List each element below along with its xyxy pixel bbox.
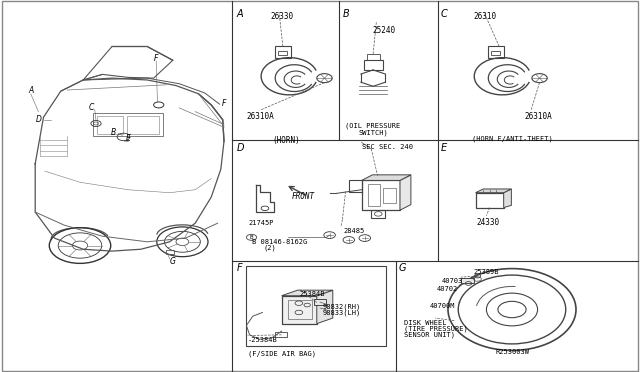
Bar <box>97 116 123 134</box>
Text: (HORN): (HORN) <box>272 136 300 145</box>
Polygon shape <box>504 189 511 208</box>
Text: 40700M: 40700M <box>430 303 456 309</box>
Text: 25384B: 25384B <box>300 291 325 297</box>
Text: FRONT: FRONT <box>292 192 315 201</box>
Text: G: G <box>170 257 176 266</box>
Text: 26310A: 26310A <box>525 112 552 121</box>
Text: 24330: 24330 <box>477 218 500 227</box>
Bar <box>362 180 400 210</box>
Text: -25384B: -25384B <box>248 337 277 343</box>
Text: 28485: 28485 <box>343 228 364 234</box>
Polygon shape <box>362 175 411 180</box>
Text: D: D <box>35 115 42 124</box>
Text: (OIL PRESSURE: (OIL PRESSURE <box>346 123 401 129</box>
Bar <box>488 46 504 58</box>
Text: B 08146-8162G: B 08146-8162G <box>252 239 307 245</box>
Bar <box>367 54 380 60</box>
Bar <box>282 296 317 324</box>
Bar <box>476 193 504 208</box>
Bar <box>127 116 159 134</box>
Polygon shape <box>400 175 411 210</box>
Text: 40702: 40702 <box>436 286 458 292</box>
Text: 26310A: 26310A <box>246 112 274 121</box>
Text: G: G <box>398 263 406 273</box>
Text: 21745P: 21745P <box>248 220 274 226</box>
Text: 98832(RH): 98832(RH) <box>323 303 361 310</box>
Bar <box>364 60 383 70</box>
Polygon shape <box>317 290 333 324</box>
Bar <box>93 113 163 136</box>
Text: B: B <box>342 9 349 19</box>
Text: 40703: 40703 <box>442 278 463 284</box>
Text: (TIRE PRESSURE): (TIRE PRESSURE) <box>404 326 468 332</box>
Text: 26330: 26330 <box>270 12 293 21</box>
Text: 25240: 25240 <box>372 26 396 35</box>
Text: (2): (2) <box>264 245 276 251</box>
Bar <box>383 188 396 203</box>
Text: DISK WHEEL: DISK WHEEL <box>404 320 447 326</box>
Text: F: F <box>222 99 226 108</box>
Text: F: F <box>237 263 243 273</box>
Text: B: B <box>111 128 116 137</box>
Text: B: B <box>250 235 253 240</box>
Text: SEC SEC. 240: SEC SEC. 240 <box>362 144 413 150</box>
Bar <box>461 278 474 283</box>
Bar <box>278 51 287 55</box>
Text: E: E <box>125 134 131 143</box>
Bar <box>166 250 174 254</box>
Bar <box>491 51 500 55</box>
Text: D: D <box>237 143 244 153</box>
Text: 98833(LH): 98833(LH) <box>323 310 361 316</box>
Text: 25389B: 25389B <box>474 269 499 275</box>
Polygon shape <box>476 189 511 193</box>
Text: A: A <box>28 86 33 94</box>
Text: E: E <box>440 143 447 153</box>
Text: R253003W: R253003W <box>496 349 530 355</box>
Bar <box>275 46 291 58</box>
Text: C: C <box>440 9 447 19</box>
Bar <box>246 266 386 346</box>
Text: 26310: 26310 <box>474 12 497 21</box>
Bar <box>371 210 385 218</box>
Text: (F/SIDE AIR BAG): (F/SIDE AIR BAG) <box>248 351 316 357</box>
Bar <box>314 299 326 305</box>
Text: (HORN F/ANTI-THEFT): (HORN F/ANTI-THEFT) <box>472 136 552 142</box>
Polygon shape <box>282 290 333 296</box>
Text: F: F <box>154 54 158 63</box>
Text: SWITCH): SWITCH) <box>358 129 388 135</box>
Text: SENSOR UNIT): SENSOR UNIT) <box>404 332 456 338</box>
Bar <box>368 184 380 206</box>
Text: A: A <box>237 9 243 19</box>
Bar <box>275 332 287 337</box>
Bar <box>349 180 362 192</box>
Text: C: C <box>88 103 93 112</box>
Bar <box>288 300 312 319</box>
